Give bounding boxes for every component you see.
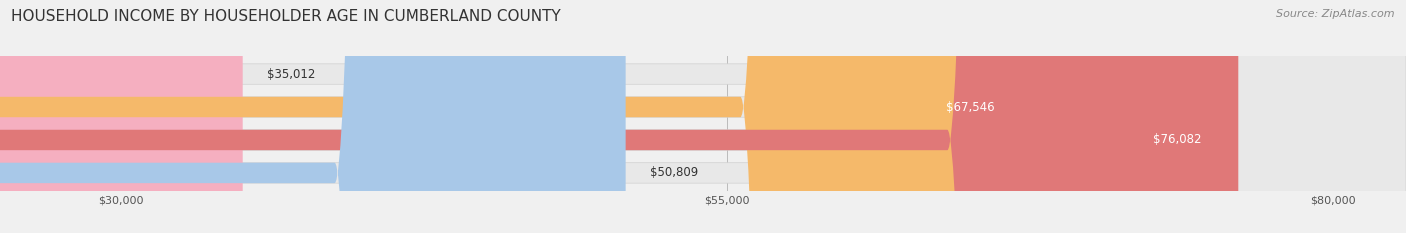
Text: HOUSEHOLD INCOME BY HOUSEHOLDER AGE IN CUMBERLAND COUNTY: HOUSEHOLD INCOME BY HOUSEHOLDER AGE IN C… [11,9,561,24]
Text: $67,546: $67,546 [946,100,995,113]
Text: Source: ZipAtlas.com: Source: ZipAtlas.com [1277,9,1395,19]
FancyBboxPatch shape [0,0,243,233]
FancyBboxPatch shape [0,0,626,233]
Text: $35,012: $35,012 [267,68,315,81]
Text: $50,809: $50,809 [650,166,699,179]
FancyBboxPatch shape [0,0,1032,233]
FancyBboxPatch shape [0,0,1239,233]
Text: $76,082: $76,082 [1153,134,1202,147]
